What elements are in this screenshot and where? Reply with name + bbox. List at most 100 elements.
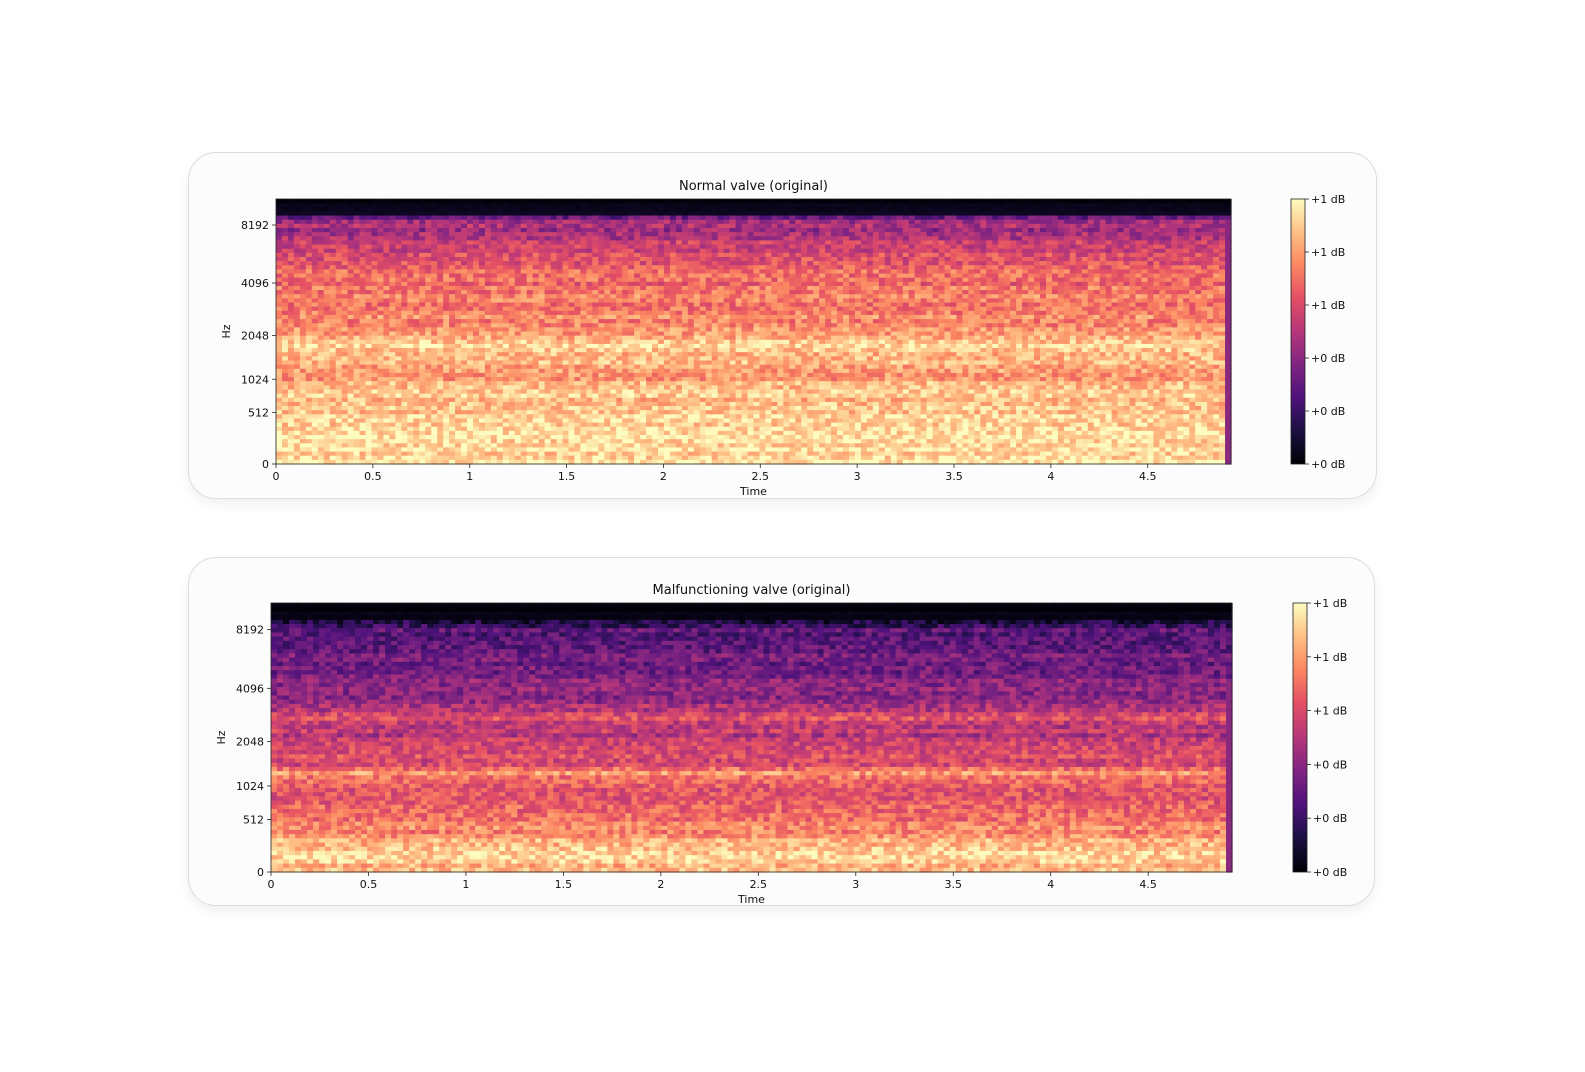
heatmap-cell	[1183, 227, 1190, 233]
heatmap-cell	[359, 244, 367, 250]
heatmap-cell	[419, 207, 426, 213]
heatmap-cell	[849, 215, 856, 221]
heatmap-cell	[998, 323, 1005, 328]
heatmap-cell	[431, 248, 438, 254]
heatmap-cell	[490, 211, 498, 217]
heatmap-cell	[878, 232, 886, 237]
heatmap-cell	[693, 248, 701, 254]
heatmap-cell	[1016, 265, 1023, 270]
heatmap-cell	[795, 261, 802, 266]
heatmap-cell	[926, 236, 934, 242]
heatmap-cell	[293, 223, 301, 229]
heatmap-cell	[902, 290, 910, 295]
heatmap-cell	[1135, 269, 1143, 275]
heatmap-cell	[1123, 203, 1131, 208]
heatmap-cell	[920, 240, 928, 246]
heatmap-cell	[371, 306, 379, 312]
heatmap-cell	[305, 323, 313, 328]
heatmap-cell	[538, 232, 546, 237]
heatmap-cell	[520, 227, 528, 233]
heatmap-cell	[831, 285, 838, 291]
heatmap-cell	[359, 248, 367, 254]
heatmap-cell	[478, 273, 486, 279]
heatmap-cell	[1189, 294, 1196, 299]
heatmap-cell	[353, 290, 361, 295]
heatmap-cell	[1201, 314, 1208, 320]
heatmap-cell	[825, 285, 832, 291]
heatmap-cell	[568, 285, 576, 291]
heatmap-cell	[449, 269, 456, 275]
heatmap-cell	[502, 298, 510, 304]
heatmap-cell	[1010, 219, 1017, 225]
heatmap-cell	[932, 207, 940, 213]
heatmap-cell	[359, 211, 367, 217]
heatmap-cell	[1225, 314, 1232, 320]
heatmap-cell	[383, 314, 391, 320]
heatmap-cell	[902, 319, 910, 324]
heatmap-cell	[783, 256, 790, 262]
heatmap-cell	[455, 281, 462, 287]
heatmap-cell	[663, 310, 671, 316]
heatmap-cell	[287, 277, 295, 283]
heatmap-cell	[723, 240, 731, 246]
heatmap-cell	[980, 223, 987, 229]
heatmap-cell	[389, 261, 396, 266]
heatmap-cell	[1034, 203, 1041, 208]
heatmap-cell	[365, 232, 373, 237]
heatmap-cell	[538, 302, 546, 308]
heatmap-cell	[329, 248, 337, 254]
heatmap-cell	[843, 227, 850, 233]
heatmap-cell	[425, 261, 432, 266]
heatmap-cell	[1159, 319, 1166, 324]
heatmap-cell	[980, 281, 987, 287]
heatmap-cell	[681, 302, 689, 308]
heatmap-cell	[1010, 232, 1017, 237]
heatmap-cell	[347, 244, 355, 250]
heatmap-cell	[431, 298, 438, 304]
heatmap-cell	[974, 236, 981, 242]
heatmap-cell	[496, 306, 504, 312]
heatmap-cell	[1165, 285, 1172, 291]
heatmap-cell	[1034, 285, 1041, 291]
heatmap-cell	[1117, 323, 1125, 328]
heatmap-cell	[890, 236, 898, 242]
heatmap-cell	[1123, 236, 1131, 242]
heatmap-cell	[1135, 285, 1143, 291]
heatmap-cell	[860, 227, 868, 233]
heatmap-cell	[395, 323, 402, 328]
heatmap-cell	[1022, 203, 1029, 208]
heatmap-cell	[992, 310, 999, 316]
heatmap-cell	[872, 215, 880, 221]
heatmap-cell	[711, 294, 719, 299]
heatmap-cell	[1099, 298, 1107, 304]
heatmap-cell	[1129, 281, 1137, 287]
heatmap-cell	[365, 285, 373, 291]
heatmap-cell	[1022, 306, 1029, 312]
heatmap-cell	[341, 252, 349, 258]
heatmap-cell	[461, 219, 468, 225]
heatmap-cell	[490, 277, 498, 283]
heatmap-cell	[729, 273, 737, 279]
heatmap-cell	[747, 290, 755, 295]
heatmap-cell	[395, 261, 402, 266]
heatmap-cell	[675, 240, 683, 246]
heatmap-cell	[311, 252, 319, 258]
heatmap-cell	[323, 232, 331, 237]
heatmap-cell	[681, 219, 689, 225]
heatmap-cell	[401, 314, 408, 320]
heatmap-cell	[1123, 310, 1131, 316]
heatmap-cell	[455, 261, 462, 266]
heatmap-cell	[974, 261, 981, 266]
heatmap-cell	[1034, 269, 1041, 275]
heatmap-cell	[1057, 215, 1065, 221]
heatmap-cell	[568, 256, 576, 262]
heatmap-cell	[962, 273, 969, 279]
heatmap-cell	[586, 240, 593, 246]
heatmap-cell	[562, 199, 570, 204]
heatmap-cell	[849, 261, 856, 266]
heatmap-cell	[663, 302, 671, 308]
heatmap-cell	[610, 319, 617, 324]
heatmap-cell	[998, 298, 1005, 304]
heatmap-cell	[1123, 227, 1131, 233]
heatmap-cell	[526, 294, 534, 299]
